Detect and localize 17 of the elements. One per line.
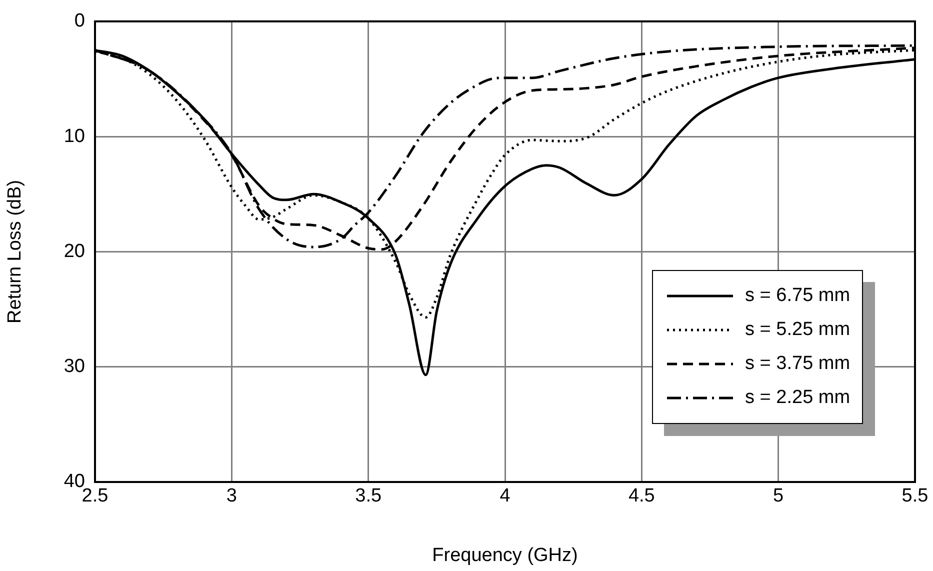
x-tick-label: 5.5 [902, 486, 928, 507]
y-axis-title: Return Loss (dB) [4, 180, 26, 324]
legend-label: s = 5.25 mm [745, 319, 850, 341]
y-tick-label: 30 [64, 356, 85, 378]
x-tick-label: 3 [226, 486, 237, 507]
legend-label: s = 3.75 mm [745, 353, 850, 375]
legend-label: s = 6.75 mm [745, 285, 850, 307]
y-tick-label: 10 [64, 126, 85, 147]
x-tick-label: 3.5 [355, 486, 382, 507]
x-tick-label: 5 [773, 486, 784, 507]
x-tick-label: 4.5 [628, 486, 655, 507]
y-tick-label: 20 [64, 240, 85, 262]
x-tick-label: 2.5 [82, 486, 108, 507]
y-tick-label: 0 [74, 10, 85, 32]
x-axis-title: Frequency (GHz) [432, 544, 578, 566]
legend-label: s = 2.25 mm [745, 387, 850, 409]
x-tick-label: 4 [500, 486, 511, 507]
